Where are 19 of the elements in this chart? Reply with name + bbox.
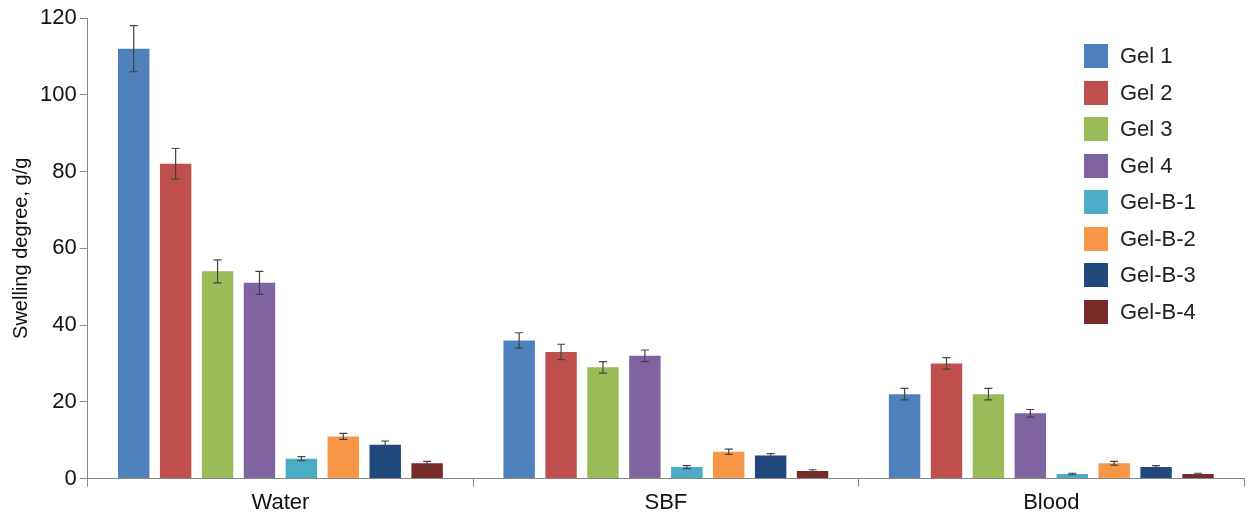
- y-tick-label: 100: [39, 80, 77, 106]
- y-tick-label: 40: [52, 311, 77, 337]
- y-tick-label: 20: [52, 387, 77, 413]
- legend-label: Gel 2: [1120, 79, 1173, 106]
- y-tick-label: 120: [39, 4, 77, 30]
- y-tick-label: 80: [52, 157, 77, 183]
- legend-label: Gel 3: [1120, 116, 1173, 143]
- y-tick-label: 0: [64, 464, 77, 490]
- y-axis-title: Swelling degree, g/g: [8, 157, 31, 339]
- x-tick-label: Water: [251, 488, 310, 514]
- x-tick-label: SBF: [644, 488, 688, 514]
- legend-label: Gel 4: [1120, 152, 1173, 179]
- x-tick-label: Blood: [1023, 488, 1080, 514]
- legend-label: Gel-B-4: [1120, 298, 1196, 325]
- legend-label: Gel-B-2: [1120, 225, 1196, 252]
- y-tick-label: 60: [52, 234, 77, 260]
- legend-label: Gel 1: [1120, 43, 1173, 70]
- legend-label: Gel-B-1: [1120, 189, 1196, 216]
- legend-label: Gel-B-3: [1120, 262, 1196, 289]
